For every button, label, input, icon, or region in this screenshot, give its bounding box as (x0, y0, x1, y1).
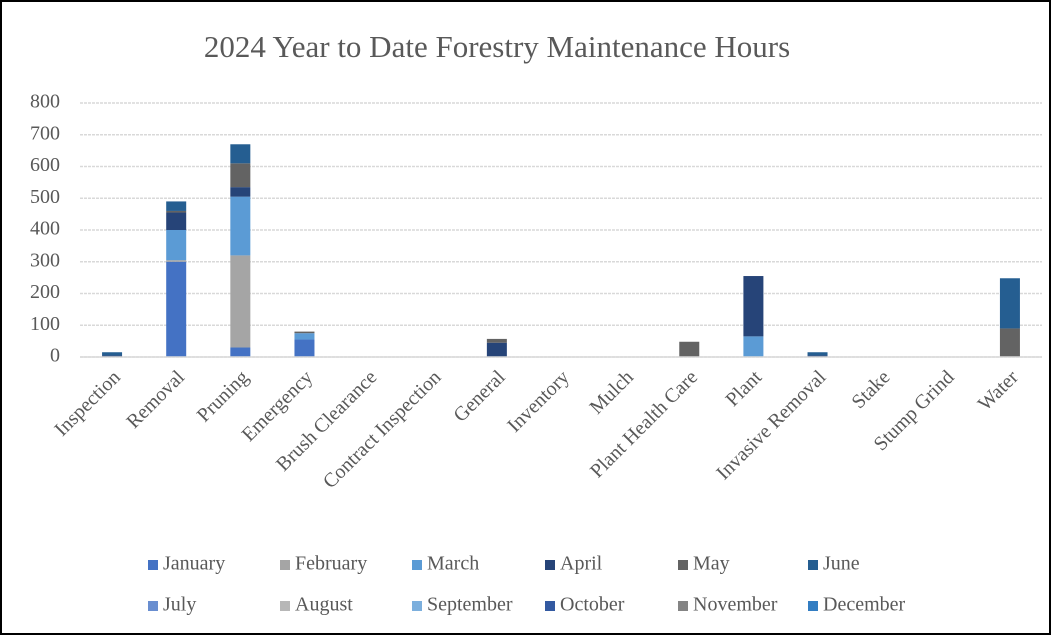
bar-segment (166, 260, 187, 262)
legend-label: October (560, 594, 625, 616)
y-tick-label: 0 (50, 345, 60, 367)
legend-label: May (693, 553, 730, 575)
legend-swatch (148, 560, 158, 570)
legend-label: March (427, 553, 479, 575)
y-tick-label: 500 (30, 186, 60, 208)
bar-segment (102, 355, 123, 357)
y-tick-label: 200 (30, 281, 60, 303)
legend-swatch (808, 601, 818, 611)
chart-title: 2024 Year to Date Forestry Maintenance H… (204, 29, 790, 64)
bar-segment (166, 230, 187, 261)
bar-segment (166, 261, 187, 357)
legend-swatch (412, 601, 422, 611)
legend-swatch (678, 560, 688, 570)
bar-segment (166, 212, 187, 230)
y-tick-label: 300 (30, 249, 60, 271)
bar-segment (486, 342, 507, 357)
bar-segment (486, 338, 507, 343)
legend-swatch (545, 560, 555, 570)
bar-segment (230, 196, 251, 256)
bar-segment (743, 336, 764, 357)
bar-segment (230, 347, 251, 357)
y-tick-label: 700 (30, 122, 60, 144)
bar-segment (294, 333, 315, 340)
bar-segment (807, 355, 828, 357)
legend-label: August (295, 594, 353, 616)
bar-segment (743, 276, 764, 337)
bar-segment (166, 201, 187, 211)
legend-label: June (823, 553, 860, 575)
bar-segment (807, 352, 828, 356)
legend-label: April (560, 553, 603, 575)
legend-swatch (412, 560, 422, 570)
bar-segment (102, 352, 123, 356)
legend-label: February (295, 553, 367, 575)
legend-swatch (808, 560, 818, 570)
bar-segment (230, 144, 251, 164)
legend-swatch (280, 601, 290, 611)
legend-label: December (823, 594, 906, 616)
legend-swatch (280, 560, 290, 570)
bar-segment (999, 278, 1020, 329)
legend-label: November (693, 594, 778, 616)
y-tick-label: 800 (30, 91, 60, 113)
bar-segment (230, 163, 251, 188)
y-tick-label: 600 (30, 154, 60, 176)
bar-segment (230, 187, 251, 197)
legend-swatch (678, 601, 688, 611)
y-tick-label: 100 (30, 313, 60, 335)
bar-segment (679, 341, 700, 357)
bar-segment (294, 331, 315, 334)
bar-segment (166, 210, 187, 213)
legend-label: January (163, 553, 225, 575)
bar-segment (230, 255, 251, 348)
legend-swatch (148, 601, 158, 611)
legend-label: July (163, 594, 196, 616)
bar-segment (999, 328, 1020, 357)
legend-swatch (545, 601, 555, 611)
bar-segment (294, 339, 315, 357)
y-tick-label: 400 (30, 218, 60, 240)
legend-label: September (427, 594, 513, 616)
